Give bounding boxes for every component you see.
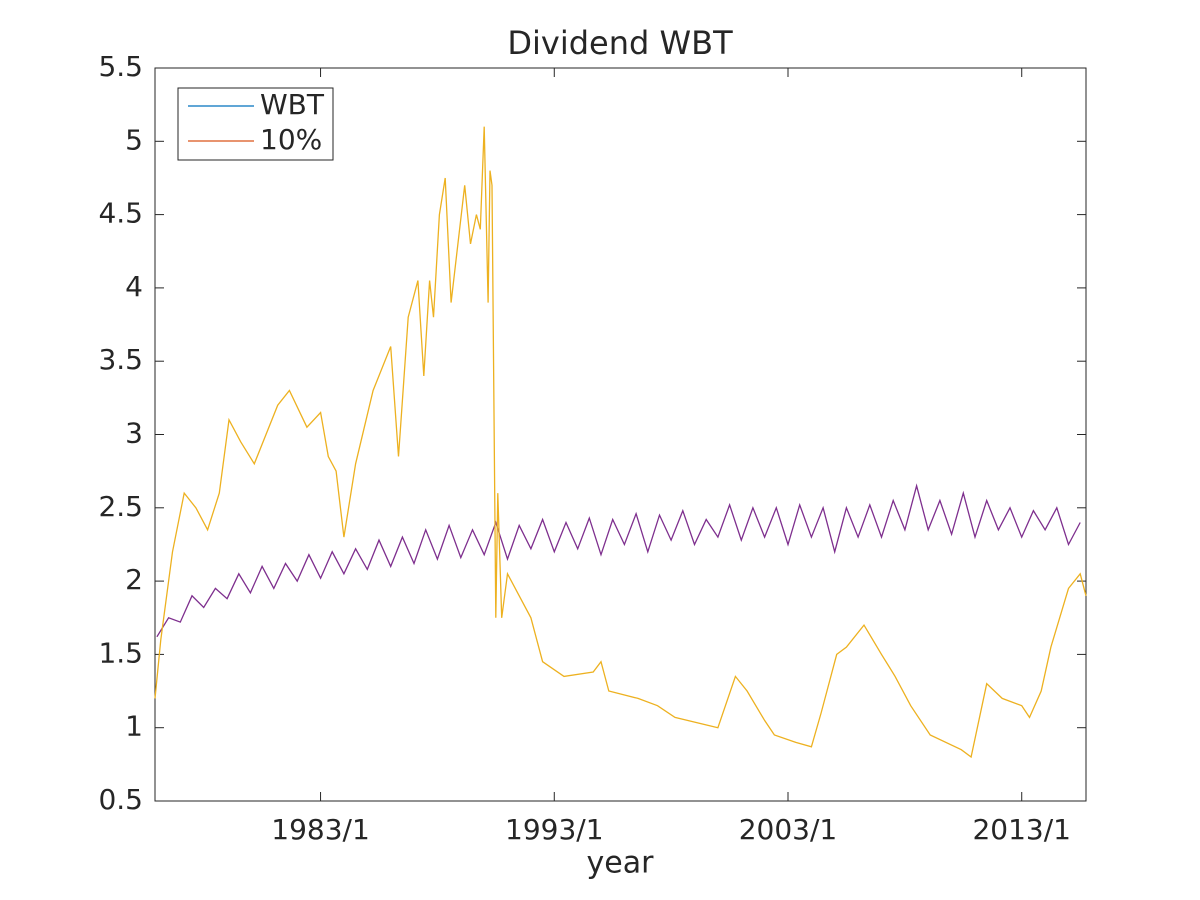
y-tick-label: 3 <box>125 417 143 450</box>
y-tick-label: 3.5 <box>98 343 143 376</box>
y-tick-label: 2.5 <box>98 490 143 523</box>
y-tick-label: 5 <box>125 123 143 156</box>
x-tick-label: 2013/1 <box>972 813 1071 846</box>
x-tick-label: 2003/1 <box>739 813 838 846</box>
legend-label: WBT <box>260 88 325 121</box>
x-tick-label: 1993/1 <box>505 813 604 846</box>
data-line <box>154 126 1087 759</box>
y-tick-label: 5.5 <box>98 50 143 83</box>
y-tick-label: 1.5 <box>98 636 143 669</box>
x-tick-label: 1983/1 <box>271 813 370 846</box>
data-line <box>156 483 1081 638</box>
chart-title: Dividend WBT <box>507 24 733 62</box>
y-tick-label: 1 <box>125 710 143 743</box>
y-tick-label: 4 <box>125 270 143 303</box>
y-tick-label: 2 <box>125 563 143 596</box>
x-axis-label: year <box>587 846 655 881</box>
legend-box <box>177 87 334 161</box>
legend-label: 10% <box>260 123 322 156</box>
y-tick-label: 0.5 <box>98 783 143 816</box>
y-tick-label: 4.5 <box>98 197 143 230</box>
